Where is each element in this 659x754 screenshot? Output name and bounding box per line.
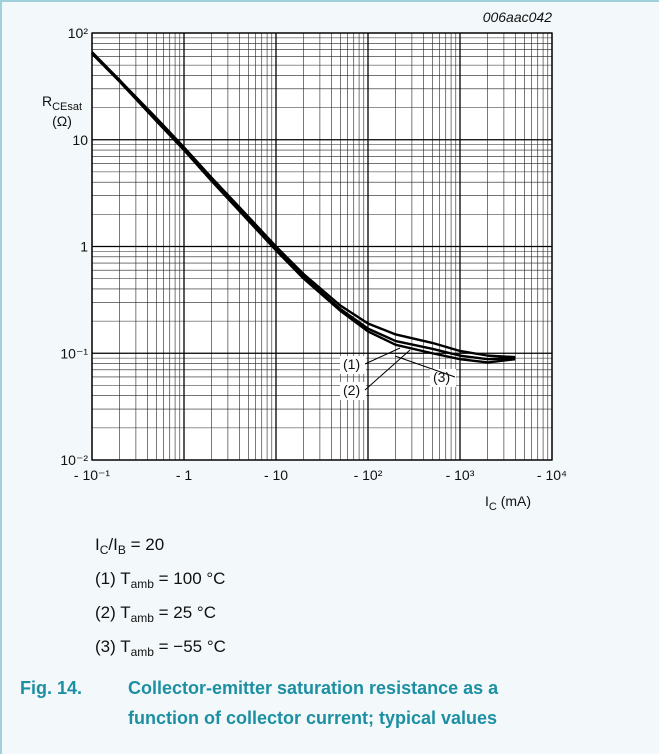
y-tick-label: 1	[80, 239, 88, 255]
y-tick-label: 10⁻²	[60, 452, 88, 468]
x-tick-label: - 10	[264, 467, 288, 483]
figure-id: 006aac042	[483, 9, 553, 25]
callout-leader	[364, 347, 401, 365]
note-text: = 25 °C	[154, 603, 216, 622]
note-subscript: C	[100, 543, 109, 557]
note-text: = 20	[126, 535, 164, 554]
x-tick-label: - 10²	[354, 467, 383, 483]
note-text: (1) T	[95, 569, 131, 588]
y-tick-label: 10	[72, 132, 88, 148]
note-subscript: B	[118, 543, 126, 557]
note: (2) Tamb = 25 °C	[95, 603, 216, 625]
y-axis-unit: (Ω)	[52, 113, 72, 129]
y-axis-label: RCEsat	[42, 93, 82, 113]
note-text: = 100 °C	[154, 569, 226, 588]
x-label-sub: C	[489, 501, 497, 513]
x-axis-label: IC (mA)	[485, 493, 531, 513]
note: IC/IB = 20	[95, 535, 164, 557]
x-label-symbol: I	[485, 493, 489, 509]
note-subscript: amb	[131, 577, 155, 591]
series-line	[91, 52, 516, 364]
y-label-symbol: R	[42, 93, 52, 109]
note-text: = −55 °C	[154, 637, 226, 656]
note: (1) Tamb = 100 °C	[95, 569, 225, 591]
y-label-sub: CEsat	[52, 101, 82, 113]
note-text: I	[95, 535, 100, 554]
series-label: (2)	[343, 382, 360, 398]
y-tick-label: 10⁻¹	[60, 345, 88, 361]
callout-leader	[364, 349, 411, 391]
callout-bg	[340, 382, 366, 400]
note-subscript: amb	[131, 611, 155, 625]
note-text: /I	[108, 535, 117, 554]
caption-number: Fig. 14.	[20, 678, 82, 698]
callout-bg	[430, 369, 456, 387]
callout-bg	[340, 356, 366, 374]
caption-line: function of collector current; typical v…	[128, 708, 497, 728]
y-tick-label: 10²	[68, 25, 89, 41]
series-label: (1)	[343, 356, 360, 372]
x-tick-label: - 10³	[446, 467, 475, 483]
x-tick-label: - 1	[176, 467, 193, 483]
series-label: (3)	[433, 369, 450, 385]
x-label-unit: (mA)	[497, 493, 531, 509]
note: (3) Tamb = −55 °C	[95, 637, 226, 659]
plot-frame	[91, 32, 553, 461]
note-subscript: amb	[131, 645, 155, 659]
x-tick-label: - 10⁻¹	[74, 467, 111, 483]
callout-leader	[394, 355, 456, 378]
x-tick-label: - 10⁴	[537, 467, 567, 483]
note-text: (2) T	[95, 603, 131, 622]
caption-line: Collector-emitter saturation resistance …	[128, 678, 499, 698]
note-text: (3) T	[95, 637, 131, 656]
